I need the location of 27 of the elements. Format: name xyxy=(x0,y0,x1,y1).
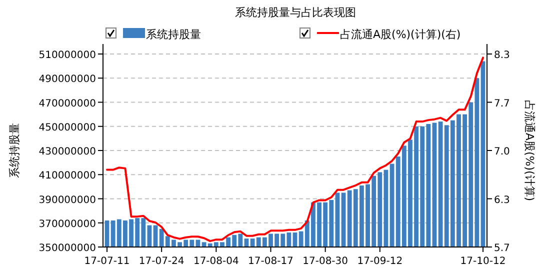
chart-title: 系统持股量与占比表现图 xyxy=(235,6,356,19)
y-tick-label: 370000000 xyxy=(38,218,96,230)
x-tick-label: 17-08-30 xyxy=(302,256,348,267)
y-tick-label: 390000000 xyxy=(38,194,96,206)
y-tick-label: 470000000 xyxy=(38,98,96,110)
y-tick-label: 430000000 xyxy=(38,146,96,158)
legend-label: 系统持股量 xyxy=(146,28,201,41)
x-tick-label: 17-07-24 xyxy=(138,256,184,267)
x-tick-label: 17-10-12 xyxy=(460,256,506,267)
y-tick-label: 510000000 xyxy=(38,50,96,61)
y-axis-title: 系统持股量 xyxy=(8,123,21,178)
y2-tick-label: 8.3 xyxy=(494,50,510,61)
y-tick-label: 350000000 xyxy=(38,243,96,254)
y-tick-label: 410000000 xyxy=(38,170,96,182)
y2-tick-label: 7.7 xyxy=(494,98,510,110)
line-series xyxy=(106,56,484,242)
y2-tick-label: 5.7 xyxy=(494,243,510,254)
x-tick-label: 17-08-04 xyxy=(193,256,239,267)
y-tick-label: 450000000 xyxy=(38,122,96,134)
y2-tick-label: 6.3 xyxy=(494,194,510,206)
y2-tick-label: 7.0 xyxy=(494,146,510,158)
x-tick-label: 17-09-12 xyxy=(357,256,403,267)
y-tick-label: 490000000 xyxy=(38,74,96,86)
x-tick-label: 17-07-11 xyxy=(84,256,130,267)
x-tick-label: 17-08-17 xyxy=(248,256,294,267)
y2-axis-title: 占流通A股(%)(计算) xyxy=(523,100,536,202)
legend-label: 占流通A股(%)(计算)(右) xyxy=(340,28,461,41)
